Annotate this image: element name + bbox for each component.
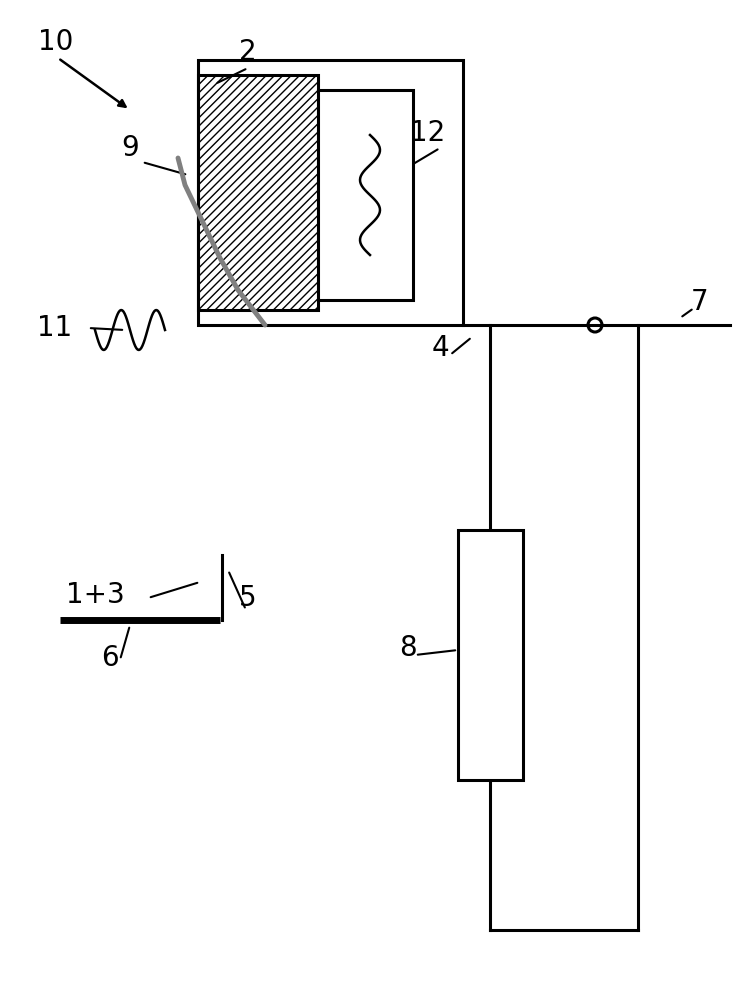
Text: 2: 2 xyxy=(239,38,257,66)
Text: 8: 8 xyxy=(400,634,417,662)
Bar xyxy=(198,75,318,310)
Text: 7: 7 xyxy=(691,288,709,316)
Text: 1+3: 1+3 xyxy=(65,581,125,609)
Text: 6: 6 xyxy=(101,644,119,672)
Text: 10: 10 xyxy=(38,28,74,56)
Bar xyxy=(318,90,413,300)
Text: 12: 12 xyxy=(410,119,445,147)
Text: 9: 9 xyxy=(121,134,139,162)
Bar xyxy=(198,60,463,325)
Text: 11: 11 xyxy=(38,314,73,342)
Bar xyxy=(458,530,523,780)
Text: 5: 5 xyxy=(239,584,257,612)
Text: 4: 4 xyxy=(431,334,449,362)
